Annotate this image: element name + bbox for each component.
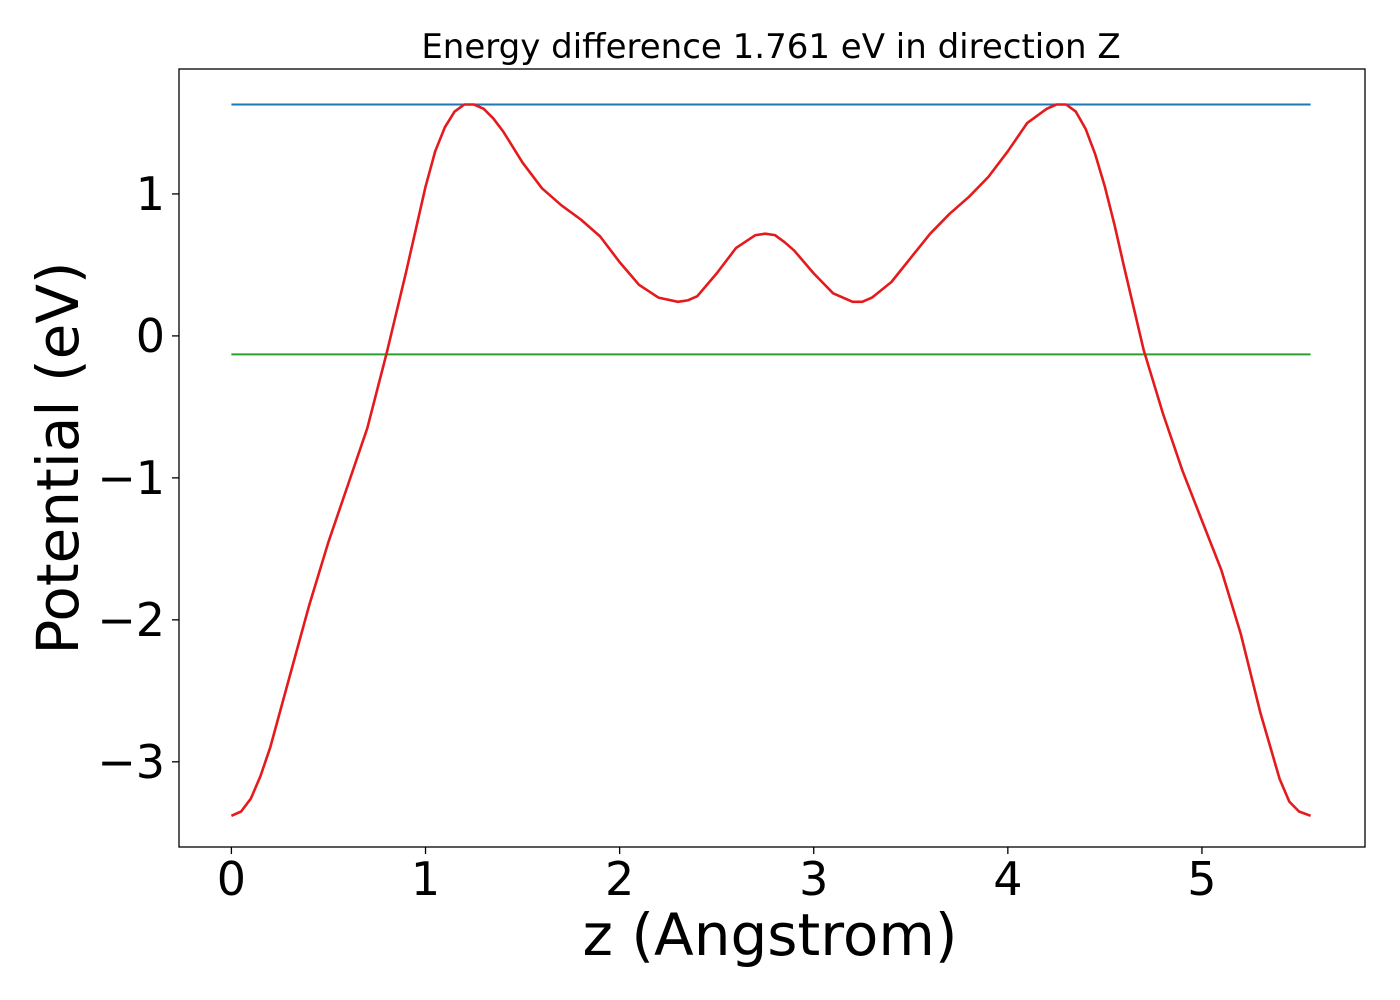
y-tick-label: −1 bbox=[97, 451, 165, 505]
x-axis-ticks: 0 1 2 3 4 5 bbox=[217, 847, 1217, 906]
y-tick-label: 1 bbox=[136, 167, 165, 221]
x-tick-label: 0 bbox=[217, 852, 246, 906]
x-tick-label: 1 bbox=[411, 852, 440, 906]
y-tick-label: 0 bbox=[136, 309, 165, 363]
x-axis-label: z (Angstrom) bbox=[583, 901, 958, 969]
y-tick-label: −2 bbox=[97, 593, 165, 647]
x-tick-label: 5 bbox=[1187, 852, 1216, 906]
series-line-2 bbox=[230, 103, 1312, 818]
chart-title: Energy difference 1.761 eV in direction … bbox=[421, 27, 1120, 67]
y-axis-label: Potential (eV) bbox=[24, 261, 92, 654]
y-tick-label: −3 bbox=[97, 735, 165, 789]
x-tick-label: 3 bbox=[799, 852, 828, 906]
plot-frame bbox=[178, 68, 1366, 848]
x-tick-label: 4 bbox=[993, 852, 1022, 906]
y-axis-ticks: −3 −2 −1 0 1 bbox=[97, 167, 179, 789]
plot-area bbox=[230, 103, 1312, 818]
x-tick-label: 2 bbox=[605, 852, 634, 906]
